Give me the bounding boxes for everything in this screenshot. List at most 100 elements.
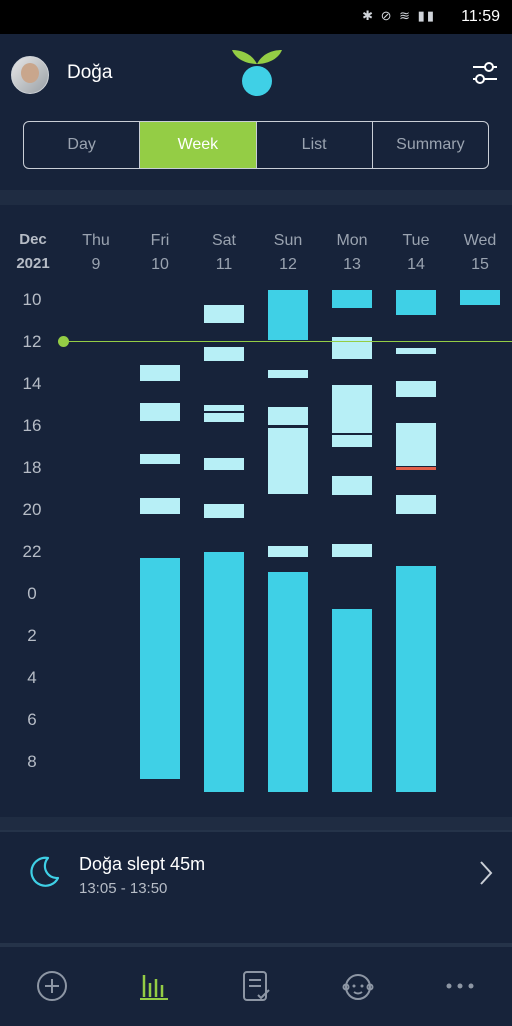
chart-icon[interactable] — [137, 969, 171, 1003]
nap-bar[interactable] — [204, 405, 244, 411]
avatar[interactable] — [11, 56, 49, 94]
nap-bar[interactable] — [140, 365, 180, 381]
day-header-sun[interactable]: Sun 12 — [257, 229, 319, 277]
nap-bar[interactable] — [332, 385, 372, 433]
settings-sliders-icon[interactable] — [470, 58, 500, 88]
day-header-fri[interactable]: Fri 10 — [129, 229, 191, 277]
status-bar: ✱ ⊘ ≋ ▮▮ 11:59 — [0, 0, 512, 34]
nap-bar[interactable] — [268, 407, 308, 425]
day-name: Sat — [211, 232, 236, 249]
tab-list[interactable]: List — [257, 122, 373, 168]
day-number: 12 — [279, 256, 297, 273]
day-header-wed[interactable]: Wed 15 — [449, 229, 511, 277]
divider — [0, 918, 512, 945]
day-number: 9 — [91, 256, 101, 273]
nap-bar[interactable] — [332, 337, 372, 359]
entry-title: Doğa slept 45m — [79, 854, 206, 874]
sleep-bar[interactable] — [396, 566, 436, 792]
hour-label: 4 — [27, 668, 37, 687]
nap-bar[interactable] — [204, 458, 244, 470]
month-name: Dec — [19, 231, 47, 248]
username[interactable]: Doğa — [67, 62, 113, 83]
current-time-dot — [58, 336, 69, 347]
more-icon[interactable] — [443, 969, 477, 1003]
day-number: 15 — [471, 256, 489, 273]
status-icons: ✱ ⊘ ≋ ▮▮ — [362, 8, 436, 23]
hour-label: 16 — [22, 416, 42, 435]
hour-label: 18 — [22, 458, 42, 477]
nap-bar[interactable] — [140, 454, 180, 464]
hour-label: 14 — [22, 374, 42, 393]
day-name: Sun — [273, 232, 303, 249]
hour-label: 0 — [27, 584, 37, 603]
day-number: 13 — [343, 256, 361, 273]
divider — [0, 190, 512, 205]
nap-bar[interactable] — [204, 413, 244, 422]
nap-bar[interactable] — [140, 403, 180, 421]
nap-bar[interactable] — [204, 504, 244, 518]
week-sleep-chart: Dec 2021 Thu 9 Fri 10 Sat 11 Sun 12 Mon 13 Tu… — [0, 205, 512, 817]
day-number: 11 — [215, 256, 233, 273]
nap-bar[interactable] — [396, 348, 436, 354]
day-header-mon[interactable]: Mon 13 — [321, 229, 383, 277]
month-label: Dec 2021 — [14, 228, 52, 276]
day-name: Thu — [82, 232, 110, 249]
chevron-right-icon[interactable] — [476, 858, 496, 888]
hour-label: 8 — [27, 752, 37, 771]
avatar-face — [21, 63, 39, 83]
tab-week[interactable]: Week — [140, 122, 257, 168]
sleep-bar[interactable] — [332, 290, 372, 308]
day-header-sat[interactable]: Sat 11 — [193, 229, 255, 277]
nap-bar[interactable] — [268, 428, 308, 494]
event-marker[interactable] — [396, 467, 436, 470]
baby-face-icon[interactable] — [341, 969, 375, 1003]
nap-bar[interactable] — [332, 476, 372, 495]
nap-bar[interactable] — [396, 423, 436, 466]
tab-day[interactable]: Day — [24, 122, 141, 168]
bottom-nav — [0, 945, 512, 1026]
hour-label: 2 — [27, 626, 37, 645]
day-header-tue[interactable]: Tue 14 — [385, 229, 447, 277]
nap-bar[interactable] — [140, 498, 180, 514]
status-time: 11:59 — [461, 8, 500, 25]
moon-icon — [30, 856, 60, 887]
day-name: Mon — [336, 232, 368, 249]
header: Doğa — [0, 34, 512, 112]
sleep-bar[interactable] — [460, 290, 500, 305]
day-number: 14 — [407, 256, 425, 273]
sleep-bar[interactable] — [140, 558, 180, 779]
entry-time-range: 13:05 - 13:50 — [79, 880, 168, 897]
nap-bar[interactable] — [396, 381, 436, 397]
hour-label: 22 — [22, 542, 42, 561]
divider — [0, 817, 512, 830]
nap-bar[interactable] — [268, 370, 308, 378]
journal-icon[interactable] — [239, 969, 273, 1003]
sleep-bar[interactable] — [268, 572, 308, 792]
nap-bar[interactable] — [332, 544, 372, 557]
year-label: 2021 — [16, 255, 50, 272]
sleep-bar[interactable] — [396, 290, 436, 315]
sleep-entry-row[interactable]: Doğa slept 45m 13:05 - 13:50 — [0, 830, 512, 920]
day-name: Fri — [150, 232, 170, 249]
app-logo-icon — [232, 50, 282, 96]
sleep-bar[interactable] — [332, 609, 372, 792]
view-tabs: Day Week List Summary — [23, 121, 489, 169]
add-icon[interactable] — [35, 969, 69, 1003]
sleep-bar[interactable] — [268, 290, 308, 340]
hour-label: 10 — [22, 290, 42, 309]
day-name: Wed — [463, 232, 497, 249]
day-header-thu[interactable]: Thu 9 — [65, 229, 127, 277]
nap-bar[interactable] — [268, 546, 308, 557]
sleep-bar[interactable] — [204, 552, 244, 792]
hour-label: 12 — [22, 332, 42, 351]
nap-bar[interactable] — [332, 435, 372, 447]
day-name: Tue — [402, 232, 430, 249]
current-time-line — [64, 341, 512, 342]
hour-label: 6 — [27, 710, 37, 729]
tab-summary[interactable]: Summary — [396, 136, 465, 153]
hour-label: 20 — [22, 500, 42, 519]
nap-bar[interactable] — [396, 495, 436, 514]
nap-bar[interactable] — [204, 305, 244, 323]
nap-bar[interactable] — [204, 347, 244, 361]
day-number: 10 — [151, 256, 169, 273]
